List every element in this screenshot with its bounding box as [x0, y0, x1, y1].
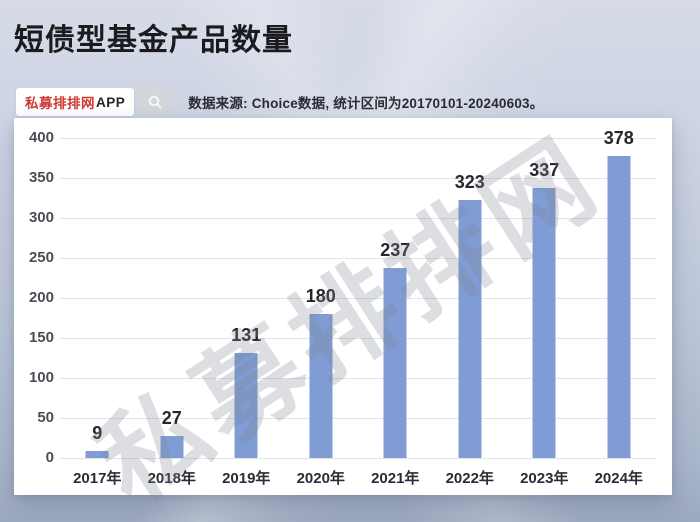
y-axis-label: 100	[28, 369, 54, 386]
bar-value-label: 180	[305, 286, 336, 306]
brand-row: 私募排排网 APP 数据来源: Choice数据, 统计区间为20170101-2…	[16, 88, 543, 116]
gridline	[60, 338, 656, 339]
y-axis-label: 200	[28, 289, 54, 306]
y-axis-label: 300	[28, 209, 54, 226]
brand-name: 私募排排网	[25, 96, 95, 111]
x-axis-label: 2019年	[222, 470, 271, 487]
x-axis-label: 2021年	[371, 470, 420, 487]
search-icon	[148, 95, 162, 109]
bar-value-label: 237	[380, 240, 411, 261]
bar-slot: 237 2021年	[358, 118, 433, 487]
bar-2019年	[234, 353, 258, 458]
gridline	[60, 378, 656, 379]
bar-slot: 9 2017年	[60, 118, 135, 487]
gridline	[60, 458, 656, 459]
x-axis-label: 2020年	[296, 470, 345, 487]
bar-2020年	[309, 314, 333, 458]
bar-2023年	[532, 188, 556, 458]
y-axis-label: 50	[37, 409, 54, 426]
x-axis-label: 2022年	[445, 470, 494, 487]
y-axis-label: 150	[28, 329, 54, 346]
bar-value-label: 131	[231, 325, 262, 346]
gridline	[60, 178, 656, 179]
bar-slot: 131 2019年	[209, 118, 284, 487]
y-axis-label: 350	[28, 169, 54, 186]
bar-value-label: 27	[161, 408, 182, 429]
bar-value-label: 9	[92, 422, 103, 443]
y-axis-label: 400	[28, 129, 54, 146]
page-title: 短债型基金产品数量	[14, 24, 293, 57]
gridline	[60, 138, 656, 139]
gridline	[60, 298, 656, 299]
gridline	[60, 258, 656, 259]
bar-2024年	[607, 155, 631, 458]
y-axis-label: 0	[45, 449, 54, 466]
bar-value-label: 323	[454, 171, 485, 192]
search-button[interactable]	[137, 88, 173, 116]
bar-slot: 180 2020年	[284, 118, 359, 487]
bar-2022年	[458, 199, 482, 458]
x-axis-label: 2018年	[147, 470, 196, 487]
bar-value-label: 337	[529, 160, 560, 181]
bar-slot: 378 2024年	[582, 118, 657, 487]
x-axis-label: 2024年	[594, 470, 643, 487]
chart-panel: 0 50 100 150 200 250 300 350 400 9 2017年 27 2018年 13…	[14, 117, 672, 522]
x-axis-label: 2017年	[73, 470, 122, 487]
brand-suffix: APP	[96, 94, 126, 110]
gridline	[60, 418, 656, 419]
brand-badge: 私募排排网 APP	[16, 88, 135, 116]
bar-value-label: 378	[603, 127, 634, 148]
bar-2017年	[85, 450, 109, 458]
bar-2021年	[383, 268, 407, 458]
bar-slot: 27 2018年	[135, 118, 210, 487]
bar-2018年	[160, 436, 184, 458]
plot-area: 9 2017年 27 2018年 131 2019年 180 2020年 237 2021年 323…	[60, 118, 657, 487]
gridline	[60, 218, 656, 219]
y-axis-label: 250	[28, 249, 54, 266]
x-axis-label: 2023年	[520, 470, 569, 487]
bar-slot: 337 2023年	[507, 118, 582, 487]
data-source-note: 数据来源: Choice数据, 统计区间为20170101-20240603。	[188, 96, 544, 111]
bar-slot: 323 2022年	[433, 118, 508, 487]
